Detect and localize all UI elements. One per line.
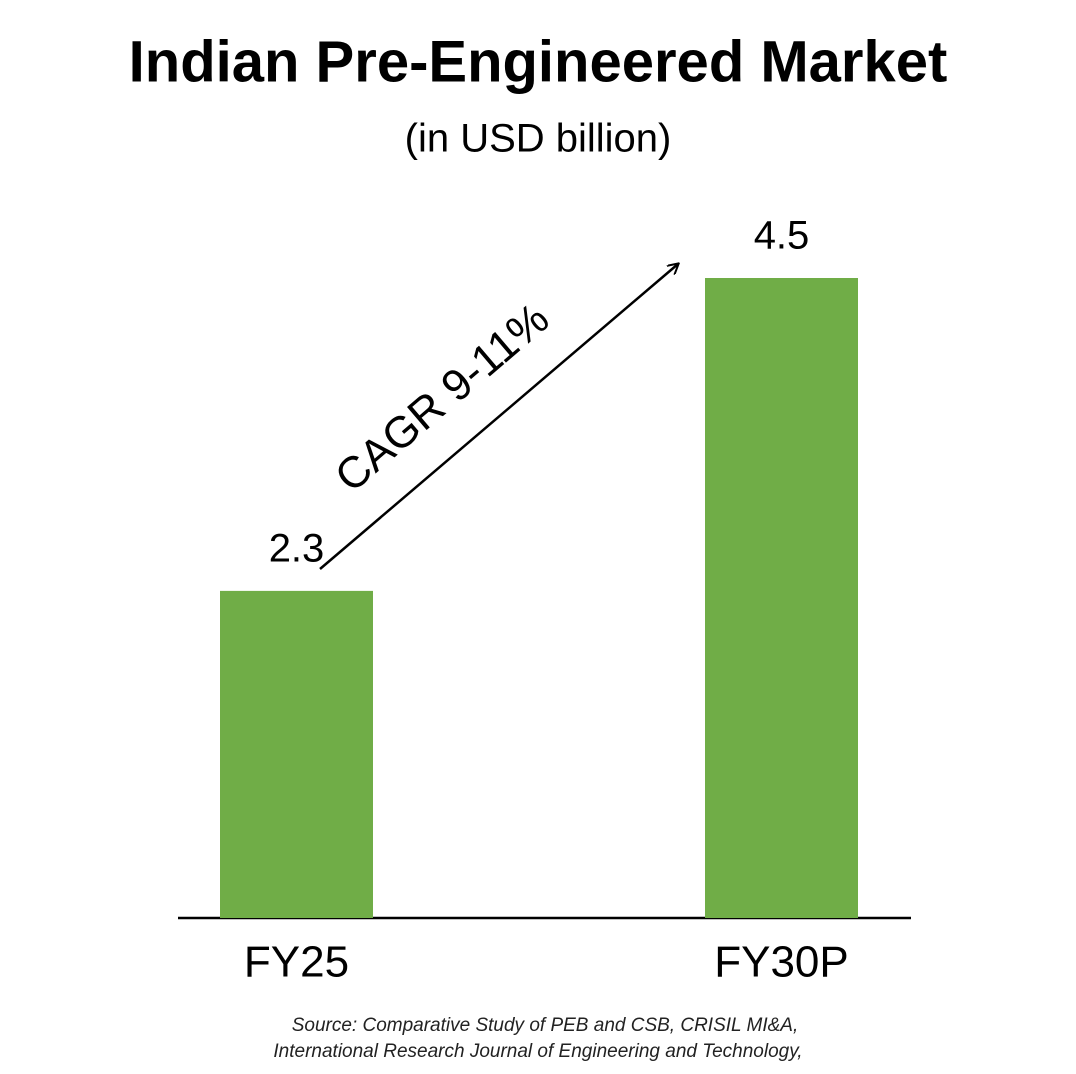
chart-subtitle: (in USD billion) xyxy=(405,117,672,161)
value-label: 4.5 xyxy=(754,214,810,258)
source: Source: Comparative Study of PEB and CSB… xyxy=(292,1015,799,1036)
chart-title: Indian Pre-Engineered Market xyxy=(129,29,948,94)
bar xyxy=(220,590,373,918)
x-tick-label: FY25 xyxy=(244,938,349,987)
value-label: 2.3 xyxy=(269,526,325,570)
source: International Research Journal of Engine… xyxy=(273,1041,802,1062)
annotation: CAGR 9-11% xyxy=(326,294,558,502)
bar xyxy=(705,278,858,918)
growth-arrow xyxy=(319,264,678,570)
x-tick-label: FY30P xyxy=(714,938,849,987)
